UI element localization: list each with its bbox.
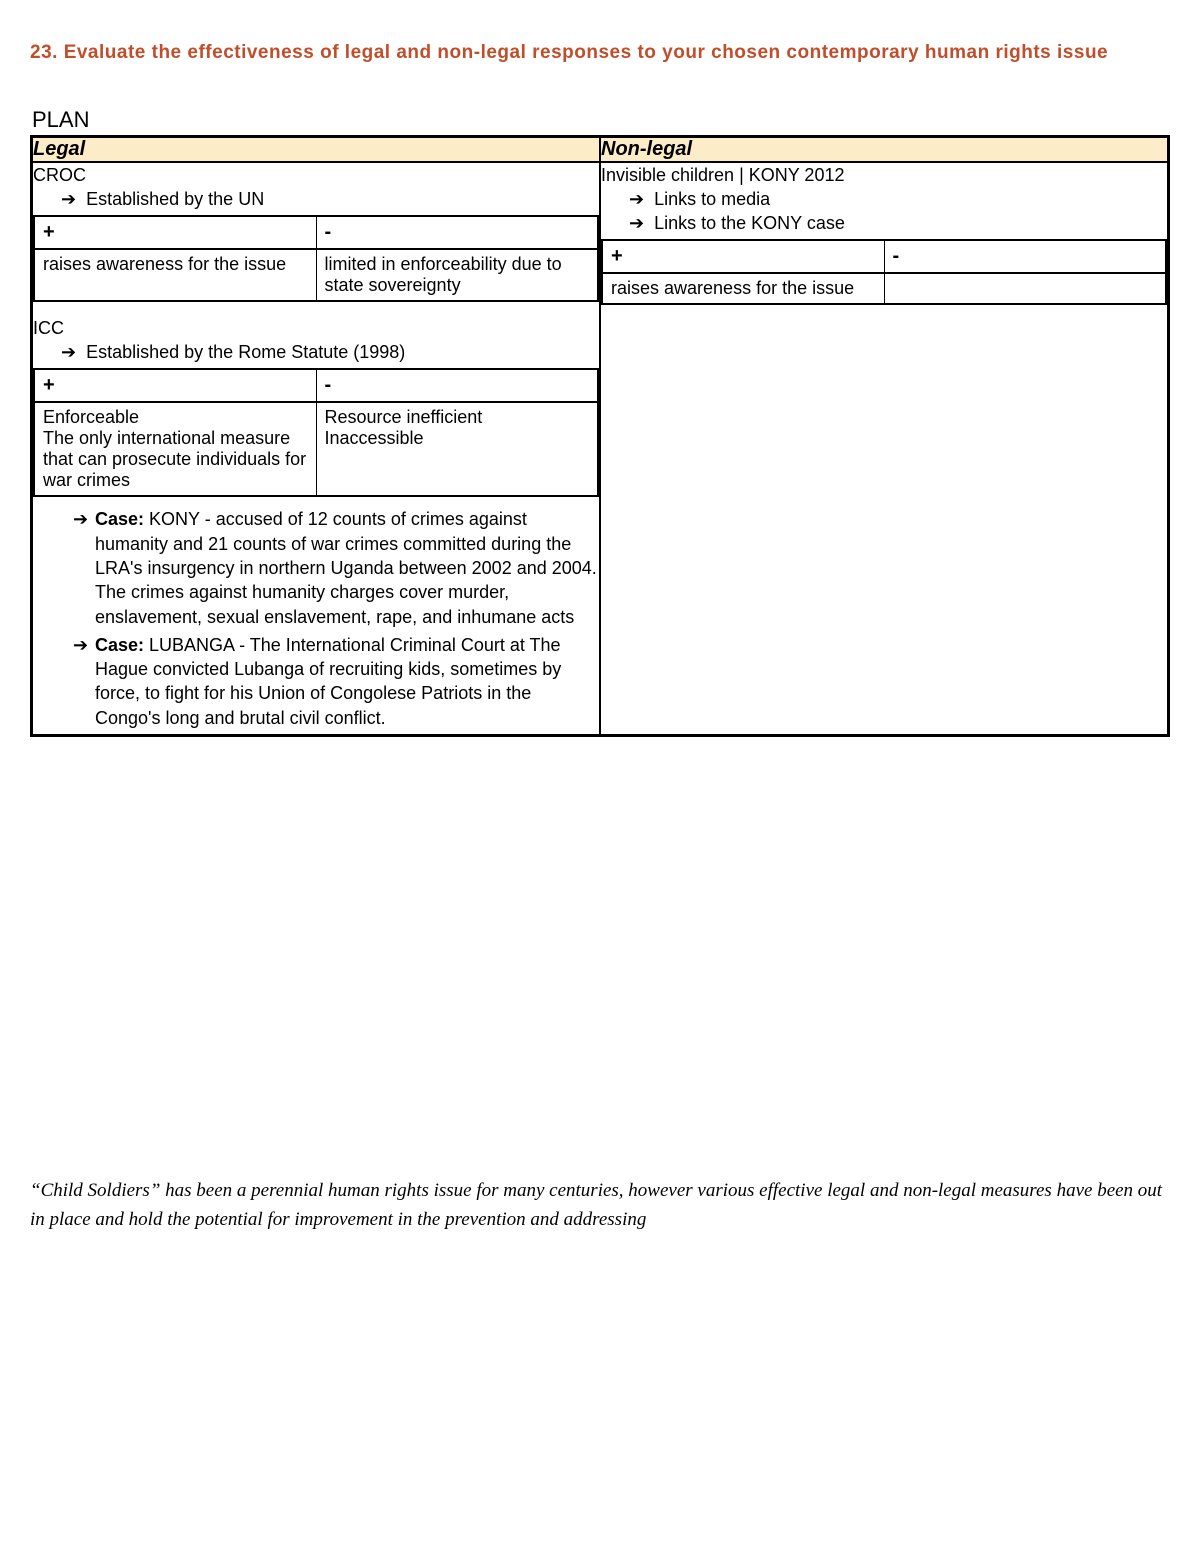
croc-minus-header: - — [316, 216, 598, 249]
croc-minus-cell: limited in enforceability due to state s… — [316, 249, 598, 301]
icc-bullets: Established by the Rome Statute (1998) — [61, 341, 599, 364]
case-text: LUBANGA - The International Criminal Cou… — [95, 635, 561, 728]
invisible-bullet: Links to media — [629, 188, 1167, 211]
plan-table: Legal Non-legal CROC Established by the … — [30, 135, 1170, 737]
invisible-minus-cell — [884, 273, 1166, 304]
legal-header: Legal — [32, 136, 601, 162]
invisible-plus-header: + — [602, 240, 884, 273]
legal-cell: CROC Established by the UN + - raises aw… — [32, 162, 601, 736]
footer-paragraph: “Child Soldiers” has been a perennial hu… — [30, 1177, 1170, 1234]
invisible-plus-cell: raises awareness for the issue — [602, 273, 884, 304]
icc-minus-header: - — [316, 369, 598, 402]
icc-minus-cell: Resource inefficient Inaccessible — [316, 402, 598, 496]
croc-plus-header: + — [34, 216, 316, 249]
icc-cases: Case: KONY - accused of 12 counts of cri… — [73, 507, 599, 730]
icc-plus-cell: Enforceable The only international measu… — [34, 402, 316, 496]
case-label: Case: — [95, 635, 144, 655]
invisible-bullets: Links to media Links to the KONY case — [629, 188, 1167, 236]
invisible-minus-header: - — [884, 240, 1166, 273]
icc-title: ICC — [33, 318, 599, 339]
invisible-title: Invisible children | KONY 2012 — [601, 165, 1167, 186]
croc-plus-cell: raises awareness for the issue — [34, 249, 316, 301]
invisible-pm-table: + - raises awareness for the issue — [601, 239, 1167, 305]
case-item: Case: KONY - accused of 12 counts of cri… — [73, 507, 599, 628]
croc-title: CROC — [33, 165, 599, 186]
croc-pm-table: + - raises awareness for the issue limit… — [33, 215, 599, 302]
question-heading: 23. Evaluate the effectiveness of legal … — [30, 40, 1170, 67]
case-text: KONY - accused of 12 counts of crimes ag… — [95, 509, 597, 626]
icc-bullet: Established by the Rome Statute (1998) — [61, 341, 599, 364]
invisible-bullet: Links to the KONY case — [629, 212, 1167, 235]
case-label: Case: — [95, 509, 144, 529]
croc-bullets: Established by the UN — [61, 188, 599, 211]
croc-bullet: Established by the UN — [61, 188, 599, 211]
plan-label: PLAN — [32, 107, 1170, 133]
icc-plus-header: + — [34, 369, 316, 402]
nonlegal-cell: Invisible children | KONY 2012 Links to … — [600, 162, 1169, 736]
icc-pm-table: + - Enforceable The only international m… — [33, 368, 599, 497]
case-item: Case: LUBANGA - The International Crimin… — [73, 633, 599, 730]
nonlegal-header: Non-legal — [600, 136, 1169, 162]
